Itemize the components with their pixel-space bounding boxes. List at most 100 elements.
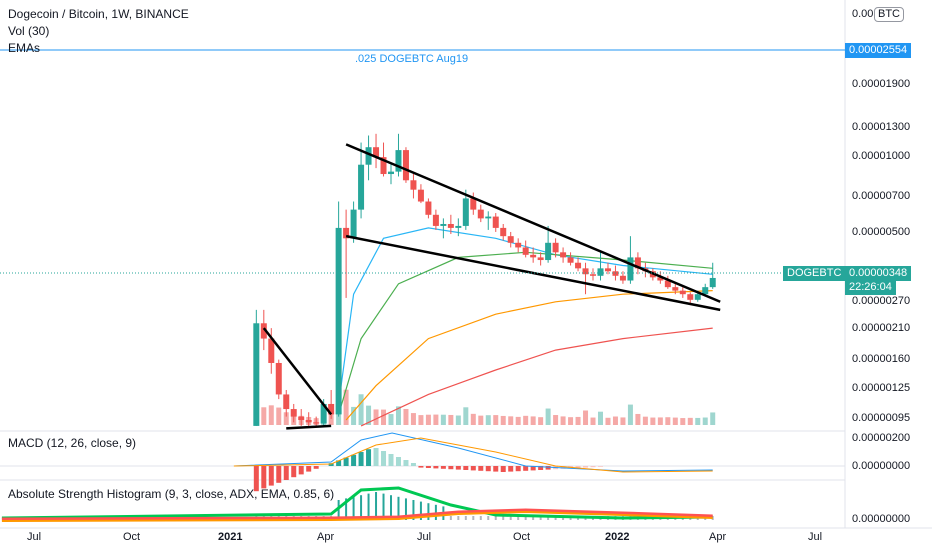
candle-body bbox=[343, 227, 350, 239]
countdown-tag: 22:26:04 bbox=[845, 280, 896, 295]
volume-bar bbox=[433, 414, 439, 425]
candle-body bbox=[679, 290, 686, 295]
macd-legend[interactable]: MACD (12, 26, close, 9) bbox=[8, 436, 137, 450]
ash-tick: 0.00000000 bbox=[852, 513, 911, 525]
volume-bar bbox=[642, 416, 648, 425]
volume-bar bbox=[463, 407, 469, 425]
volume-bar bbox=[583, 410, 589, 425]
candles bbox=[253, 133, 716, 428]
candle-body bbox=[305, 420, 312, 423]
price-tick: 0.00000095 bbox=[852, 412, 911, 424]
time-tick: Oct bbox=[513, 531, 531, 543]
candle-body bbox=[358, 164, 365, 210]
macd-histogram-bar bbox=[268, 466, 274, 486]
candle-body bbox=[492, 216, 499, 228]
volume-bar bbox=[530, 416, 536, 425]
ash-bull-line bbox=[1, 486, 713, 520]
macd-histogram-bar bbox=[433, 466, 439, 469]
candle-body bbox=[500, 227, 507, 237]
volume-bar bbox=[597, 411, 603, 425]
macd-histogram-bar bbox=[298, 466, 304, 475]
volume-bar bbox=[381, 409, 387, 425]
macd-histogram-bar bbox=[328, 463, 334, 466]
volume-bar bbox=[538, 417, 544, 425]
chart-title: Dogecoin / Bitcoin, 1W, BINANCE bbox=[8, 7, 189, 21]
price-tick: 0.00001300 bbox=[852, 121, 911, 133]
volume-bar bbox=[590, 417, 596, 425]
trendline bbox=[262, 327, 333, 416]
trendline bbox=[345, 234, 721, 312]
price-tick: 0.00000210 bbox=[852, 322, 911, 334]
volume-bar bbox=[388, 414, 394, 425]
candle-body bbox=[260, 323, 267, 339]
candle-body bbox=[537, 257, 544, 261]
candle-body bbox=[522, 247, 529, 255]
candle-body bbox=[664, 280, 671, 288]
ash-signal-line bbox=[1, 510, 713, 522]
time-tick: Jul bbox=[808, 531, 823, 543]
candle-body bbox=[455, 225, 462, 228]
candle-body bbox=[328, 403, 335, 415]
macd-histogram-bar bbox=[410, 463, 416, 466]
candle-body bbox=[507, 236, 514, 243]
volume-bar bbox=[575, 416, 581, 425]
currency-button[interactable]: BTC bbox=[874, 7, 904, 22]
candle-body bbox=[702, 287, 709, 295]
candle-body bbox=[619, 275, 626, 281]
volume-bar bbox=[440, 414, 446, 425]
symbol-tag: DOGEBTC bbox=[783, 266, 846, 281]
volume-bar bbox=[627, 404, 633, 425]
candle-body bbox=[582, 268, 589, 275]
volume-bar bbox=[418, 415, 424, 425]
macd-histogram-bar bbox=[343, 457, 349, 466]
candle-body bbox=[515, 242, 522, 248]
macd-histogram-bar bbox=[336, 460, 342, 466]
macd-histogram-bar bbox=[291, 466, 297, 478]
candle-body bbox=[590, 274, 597, 276]
candle-body bbox=[470, 198, 477, 210]
candle-body bbox=[657, 277, 664, 281]
trendlines bbox=[262, 143, 721, 430]
macd-histogram-bar bbox=[381, 451, 387, 466]
volume-bar bbox=[276, 407, 282, 425]
volume-bar bbox=[620, 417, 626, 425]
volume-bar bbox=[493, 415, 499, 425]
macd-histogram-bar bbox=[351, 454, 357, 466]
candle-body bbox=[335, 227, 342, 415]
volume-bar bbox=[448, 414, 454, 425]
macd-histogram-bar bbox=[373, 448, 379, 466]
candle-body bbox=[417, 189, 424, 202]
volume-bar bbox=[478, 415, 484, 425]
ash-pane bbox=[1, 486, 714, 522]
volume-bar bbox=[695, 417, 701, 425]
alert-price-tag: 0.00002554 bbox=[845, 43, 912, 58]
candle-body bbox=[447, 223, 454, 228]
volume-bar bbox=[523, 415, 529, 425]
candle-body bbox=[687, 294, 694, 300]
macd-histogram-bar bbox=[523, 466, 529, 471]
candle-body bbox=[380, 157, 387, 175]
candle-body bbox=[694, 294, 701, 300]
volume-bar bbox=[612, 416, 618, 425]
time-tick: 2022 bbox=[605, 531, 630, 543]
emas-legend[interactable]: EMAs bbox=[8, 41, 41, 55]
candle-body bbox=[410, 180, 417, 190]
volume-bar bbox=[351, 406, 357, 425]
volume-bar bbox=[508, 416, 514, 425]
macd-histogram-bar bbox=[395, 457, 401, 466]
price-tick: 0.00000700 bbox=[852, 190, 911, 202]
last-price-tag: 0.00000348 bbox=[845, 266, 912, 281]
price-tick: 0.00000500 bbox=[852, 226, 911, 238]
volume-legend[interactable]: Vol (30) bbox=[8, 24, 50, 38]
ash-legend[interactable]: Absolute Strength Histogram (9, 3, close… bbox=[8, 487, 335, 501]
volume-bar bbox=[261, 407, 267, 425]
candle-body bbox=[253, 323, 260, 426]
candle-body bbox=[567, 257, 574, 263]
macd-histogram-bar bbox=[485, 466, 491, 472]
candle-body bbox=[402, 150, 409, 181]
macd-histogram-bar bbox=[583, 466, 589, 468]
candle-body bbox=[612, 271, 619, 276]
price-tick: 0.00001000 bbox=[852, 150, 911, 162]
trendline bbox=[345, 143, 721, 303]
